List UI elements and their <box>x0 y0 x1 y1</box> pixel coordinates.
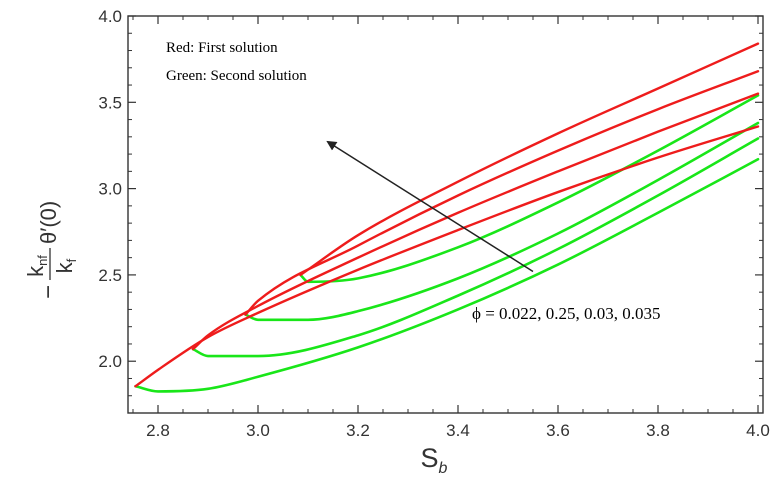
y-label-numerator: knf <box>23 255 50 277</box>
y-label-prefix: − <box>35 285 62 299</box>
ticks-layer: 2.8 3.0 3.2 3.4 3.6 3.8 4.0 2.0 2.5 3.0 3.5 4.0 <box>98 7 769 440</box>
y-label-suffix: θ′(0) <box>36 201 61 244</box>
second-solution-curve-4 <box>299 94 760 284</box>
first-solution-curve-2 <box>191 92 760 351</box>
x-tick-label: 3.4 <box>446 421 470 440</box>
x-tick-label: 4.0 <box>746 421 770 440</box>
x-tick-label: 3.8 <box>646 421 670 440</box>
second-solution-curve-2 <box>191 137 760 358</box>
y-tick-label: 3.0 <box>98 180 122 199</box>
y-tick-label: 2.0 <box>98 352 122 371</box>
first-solution-curve-1 <box>134 125 760 388</box>
first-solution-curve-4 <box>299 42 760 277</box>
first-solution-curve-3 <box>244 70 760 316</box>
second-solution-curve-3 <box>244 121 760 322</box>
x-tick-label: 3.0 <box>246 421 270 440</box>
legend-entry-first: Red: First solution <box>166 40 278 56</box>
x-tick-label: 3.2 <box>346 421 370 440</box>
second-solution-curve-1 <box>134 157 760 393</box>
x-tick-label: 3.6 <box>546 421 570 440</box>
x-tick-label: 2.8 <box>146 421 170 440</box>
y-tick-label: 2.5 <box>98 266 122 285</box>
y-tick-label: 3.5 <box>98 93 122 112</box>
y-tick-label: 4.0 <box>98 7 122 26</box>
curves-layer <box>134 42 760 393</box>
legend-entry-second: Green: Second solution <box>166 68 307 84</box>
annotation-text: ϕ = 0.022, 0.25, 0.03, 0.035 <box>472 304 661 323</box>
plot-frame <box>127 15 764 414</box>
annotation-arrow <box>326 140 534 273</box>
x-axis-label: Sb <box>421 443 448 477</box>
y-label-denominator: kf <box>52 258 79 273</box>
